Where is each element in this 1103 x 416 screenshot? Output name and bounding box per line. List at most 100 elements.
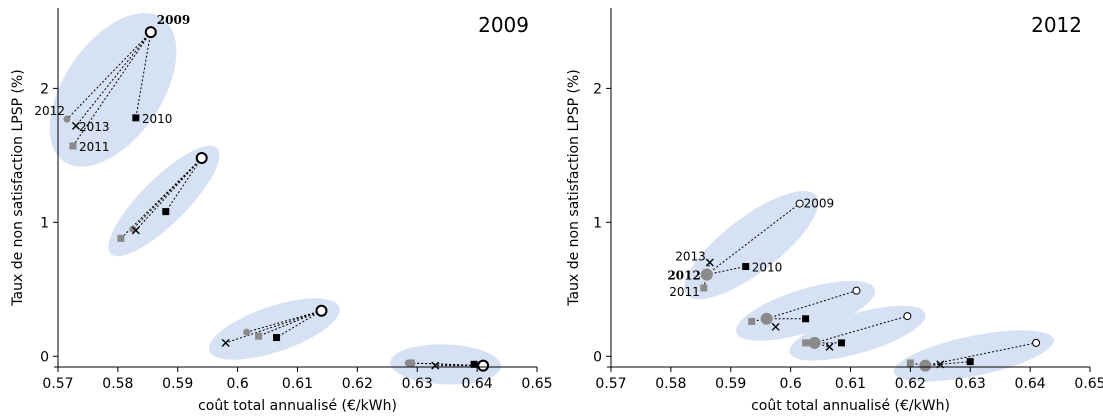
point-2012 (404, 359, 412, 367)
cluster-1: 2012 2009 2010 2011 2013 (667, 190, 835, 300)
point-2010 (470, 360, 478, 368)
connector-line (814, 342, 830, 348)
x-tick-label: 0.64 (1015, 376, 1046, 392)
point-label-2013: 2013 (79, 120, 110, 134)
x-tick-label: 0.65 (521, 376, 552, 392)
connector-line (276, 310, 322, 338)
panel-title: 2009 (478, 13, 529, 37)
point-label-2010: 2010 (142, 112, 173, 126)
connector-line (72, 31, 152, 147)
connector-line (135, 32, 152, 118)
x-tick-label: 0.63 (955, 376, 986, 392)
point-label-2011: 2011 (669, 285, 700, 299)
point-2010 (838, 339, 846, 347)
cluster-ellipse (789, 305, 926, 361)
connector-line (925, 363, 941, 367)
connector-line (258, 310, 322, 337)
point-2012-reference (808, 336, 821, 349)
y-tick-label: 2 (40, 81, 49, 97)
y-tick-label: 2 (593, 81, 602, 97)
cluster-2 (108, 145, 220, 257)
point-label-2010: 2010 (752, 261, 783, 275)
point-2010 (966, 358, 974, 366)
x-tick-label: 0.57 (595, 376, 626, 392)
point-2010 (273, 334, 281, 342)
point-label-2013: 2013 (675, 250, 706, 264)
x-tick-label: 0.57 (42, 376, 73, 392)
point-2013 (825, 342, 834, 351)
connector-line (706, 203, 800, 275)
y-tick-label: 1 (40, 215, 49, 231)
cluster-ellipse (49, 12, 177, 167)
point-2011 (700, 284, 708, 292)
point-2011 (69, 142, 77, 150)
point-2009 (903, 312, 912, 321)
connector-line (814, 315, 908, 344)
x-tick-label: 0.59 (715, 376, 746, 392)
panel-2009: 2009 2010 2011 2012 2013 0.57 0.58 0.59 0.6 0.61 0… (10, 8, 553, 414)
x-tick-label: 0.61 (282, 376, 313, 392)
x-tick-label: 0.58 (102, 376, 133, 392)
point-label-2012: 2012 (667, 269, 700, 283)
cluster-2 (736, 280, 876, 341)
point-2010 (132, 114, 140, 122)
point-2011 (255, 332, 263, 340)
x-tick-label: 0.64 (462, 376, 493, 392)
point-label-2011: 2011 (79, 140, 110, 154)
cluster-3 (208, 298, 340, 360)
point-2013 (221, 338, 230, 347)
panel-2012: 2012 2009 2010 2011 2013 0.57 0.58 0.59 0.6 0.61 0… (566, 8, 1103, 414)
connector-line (925, 342, 1037, 367)
point-2013 (131, 226, 140, 235)
point-2011 (748, 317, 756, 325)
connector-line (120, 157, 203, 239)
point-2009 (852, 286, 861, 295)
x-tick-label: 0.61 (835, 376, 866, 392)
point-2013 (71, 121, 80, 130)
x-tick-label: 0.62 (342, 376, 373, 392)
point-2011 (802, 339, 810, 347)
y-axis-label: Taux de non satisfaction LPSP (%) (566, 69, 582, 306)
cluster-3 (789, 305, 926, 361)
point-2011 (117, 234, 125, 242)
x-tick-label: 0.58 (655, 376, 686, 392)
y-tick-label: 1 (593, 215, 602, 231)
x-tick-label: 0.6 (779, 376, 801, 392)
point-2009-reference (477, 359, 490, 372)
panel-title: 2012 (1031, 13, 1082, 37)
point-label-2009: 2009 (804, 197, 835, 211)
point-2009 (1032, 338, 1041, 347)
cluster-1: 2009 2010 2011 2012 2013 (34, 12, 190, 167)
connector-line (66, 31, 152, 120)
point-2010 (162, 208, 170, 216)
point-2013 (705, 258, 714, 267)
connector-line (246, 310, 322, 333)
point-2009-reference (195, 152, 208, 165)
connector-line (165, 157, 203, 212)
y-tick-label: 0 (593, 349, 602, 365)
x-tick-label: 0.59 (162, 376, 193, 392)
point-2013 (771, 322, 780, 331)
point-2011 (906, 359, 914, 367)
point-2009 (795, 199, 804, 208)
cluster-4 (893, 330, 1054, 382)
point-2009-reference (315, 304, 328, 317)
y-tick-label: 0 (40, 349, 49, 365)
x-axis-label: coût total annualisé (€/kWh) (751, 398, 950, 414)
cluster-ellipse (208, 298, 340, 360)
point-2012-reference (919, 359, 932, 372)
x-axis-label: coût total annualisé (€/kWh) (198, 398, 397, 414)
point-2009-reference (144, 26, 157, 39)
connector-line (706, 266, 746, 276)
x-tick-label: 0.6 (226, 376, 248, 392)
point-2012 (63, 115, 71, 123)
connector-line (135, 157, 203, 231)
cluster-4 (390, 344, 502, 385)
connector-line (225, 310, 322, 344)
y-axis-label: Taux de non satisfaction LPSP (%) (10, 69, 26, 306)
connector-line (925, 361, 971, 367)
connector-line (132, 157, 203, 230)
point-2013 (431, 361, 440, 370)
point-2012-reference (760, 312, 773, 325)
